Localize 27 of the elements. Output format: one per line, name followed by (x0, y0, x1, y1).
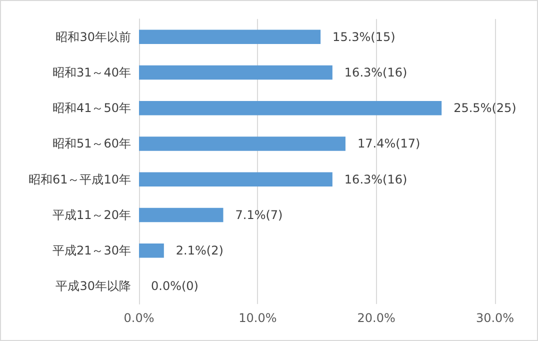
bar (139, 100, 442, 116)
x-tick-label: 20.0% (357, 311, 396, 325)
data-label: 2.1%(2) (176, 244, 224, 258)
data-label: 7.1%(7) (235, 208, 283, 222)
bar (139, 30, 321, 44)
data-label: 0.0%(0) (151, 279, 198, 294)
y-tick-label: 昭和30年以前 (56, 30, 131, 44)
x-tick-label: 30.0% (476, 311, 514, 325)
x-tick-label: 10.0% (238, 311, 277, 325)
y-tick-label: 昭和41～50年 (52, 101, 131, 116)
x-tick-label: 0.0% (124, 311, 154, 325)
data-label: 15.3%(15) (332, 30, 396, 44)
y-tick-label: 平成21～30年 (52, 244, 131, 258)
data-label: 17.4%(17) (357, 136, 420, 151)
bar (139, 243, 164, 258)
y-tick-label: 昭和61～平成10年 (28, 172, 131, 186)
bar (139, 65, 332, 80)
data-label: 16.3%(16) (344, 65, 408, 80)
y-tick-label: 平成30年以降 (56, 279, 131, 294)
bar (139, 208, 224, 222)
y-tick-label: 平成11～20年 (52, 208, 131, 222)
data-label: 16.3%(16) (344, 172, 408, 186)
bar (139, 136, 346, 151)
data-label: 25.5%(25) (454, 101, 516, 116)
y-tick-label: 昭和51～60年 (52, 136, 131, 151)
bar (139, 172, 332, 186)
y-tick-label: 昭和31～40年 (52, 65, 131, 80)
